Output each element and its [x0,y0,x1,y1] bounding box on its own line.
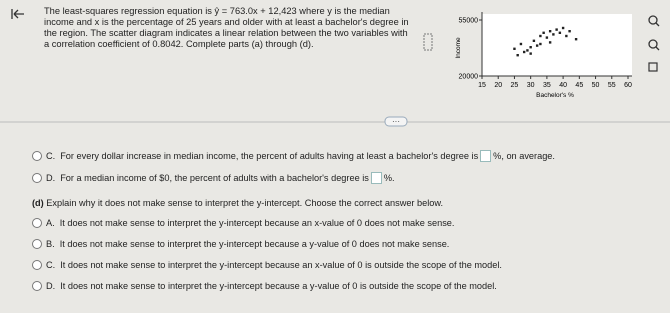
option-letter: A. [46,218,55,228]
option-text: It does not make sense to interpret the … [59,239,450,249]
answer-box[interactable] [370,172,382,184]
popout-icon[interactable] [648,62,658,72]
option[interactable]: C. For every dollar increase in median i… [32,150,555,162]
x-tick-label: 50 [592,82,600,89]
point [568,30,571,33]
point [545,36,549,39]
y-tick-label: 55000 [459,18,479,25]
point [529,46,532,49]
zoom-in-handle [655,22,660,27]
back-icon[interactable] [11,9,24,19]
point [561,26,565,30]
point [548,30,552,33]
y-tick-label: 20000 [459,74,479,81]
option-text: It does not make sense to interpret the … [59,218,455,228]
point [532,39,536,42]
point [555,28,558,31]
radio[interactable] [32,281,42,291]
point [519,42,523,46]
point [535,44,539,47]
option-letter: C. [46,260,56,270]
x-tick-label: 45 [575,82,583,89]
y-axis-label: Income [455,37,462,59]
x-tick-label: 15 [478,82,486,89]
point [548,41,552,44]
point [539,42,542,46]
radio[interactable] [32,239,42,249]
option-letter: D. [46,173,56,183]
zoom-out-handle [655,46,660,51]
point [529,52,532,55]
x-tick-label: 40 [559,82,567,89]
answer-box[interactable] [480,150,492,162]
option-text: For a median income of $0, the percent o… [60,173,369,183]
zoom-in-icon[interactable] [648,15,658,25]
x-tick-label: 25 [511,82,519,89]
option-text: For every dollar increase in median inco… [60,151,479,161]
option-letter: D. [46,281,56,291]
radio[interactable] [32,151,42,161]
question-text: Explain why it does not make sense to in… [46,198,444,208]
expand-icon[interactable] [423,33,433,51]
point [513,47,516,50]
x-tick-label: 20 [494,82,502,89]
option-suffix: %. [383,173,395,183]
option-letter: B. [46,239,55,249]
zoom-out-icon[interactable] [648,39,658,49]
point [565,34,568,38]
scatter-plot: 15 20 25 30 35 40 45 50 55 60 20000 55000 Bachelor's… [455,12,632,99]
x-tick-label: 35 [543,82,551,89]
point [539,34,542,38]
option-suffix: %, on average. [493,151,555,161]
intro-text: The least-squares regression equation is… [44,6,409,49]
point [516,54,519,57]
point [574,38,578,41]
point [558,31,562,34]
more-button[interactable] [384,116,408,127]
more-dots: ··· [392,117,400,126]
x-tick-label: 55 [608,82,616,89]
option-text: It does not make sense to interpret the … [60,281,497,291]
point [526,49,529,52]
option-letter: C. [46,151,56,161]
point [542,31,545,34]
point [552,33,555,36]
point [522,50,526,54]
plot-area [482,14,632,76]
radio[interactable] [32,260,42,270]
option[interactable]: A. It does not make sense to interpret th… [32,218,454,228]
part-label: (d) [32,198,44,208]
x-axis-label: Bachelor's % [536,92,574,99]
option-text: It does not make sense to interpret the … [60,260,502,270]
option[interactable]: D. It does not make sense to interpret th… [32,281,497,291]
x-tick-label: 30 [527,82,535,89]
radio[interactable] [32,218,42,228]
option[interactable]: D. For a median income of $0, the percen… [32,172,395,184]
option[interactable]: B. It does not make sense to interpret th… [32,239,449,249]
radio[interactable] [32,173,42,183]
option[interactable]: C. It does not make sense to interpret th… [32,260,502,270]
x-tick-label: 60 [624,82,632,89]
question: (d) Explain why it does not make sense t… [32,198,443,208]
